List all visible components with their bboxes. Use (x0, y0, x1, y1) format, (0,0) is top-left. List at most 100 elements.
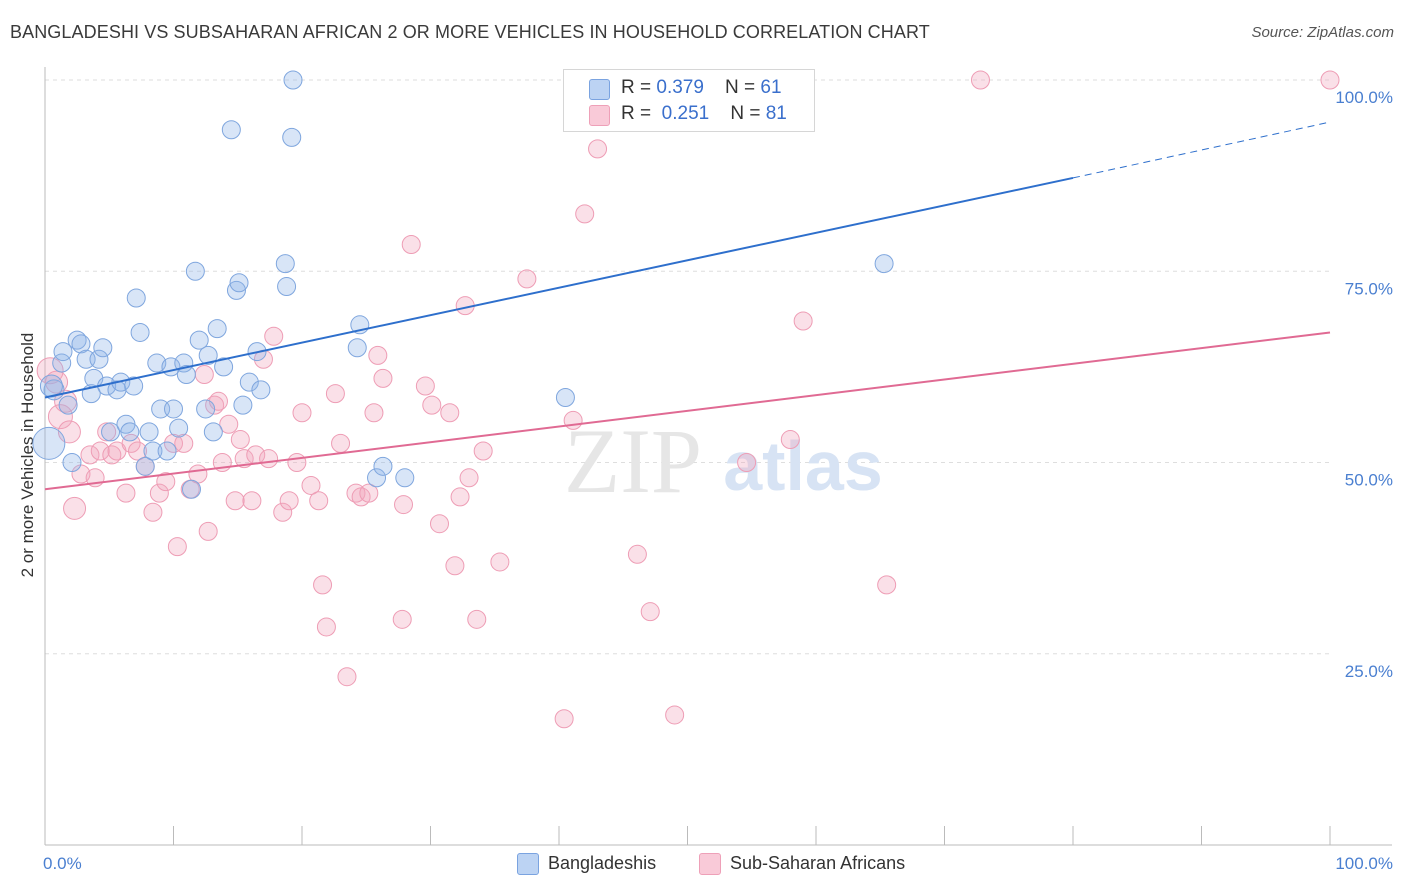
watermark-zip: ZIP (564, 410, 702, 512)
chart-title: BANGLADESHI VS SUBSAHARAN AFRICAN 2 OR M… (10, 22, 930, 42)
point-subsaharan (640, 602, 660, 622)
point-bangladeshi (239, 372, 259, 392)
point-subsaharan (588, 139, 608, 159)
point-subsaharan (415, 376, 435, 396)
y-tick-label: 50.0% (1345, 471, 1393, 490)
bottom-legend-swatch-blue (517, 853, 539, 875)
point-subsaharan (292, 403, 312, 423)
point-bangladeshi (277, 277, 297, 297)
point-bangladeshi (71, 334, 91, 354)
trend-lines (44, 121, 1331, 491)
point-subsaharan (737, 453, 757, 472)
point-bangladeshi (89, 349, 109, 369)
trend-line-subsaharan (44, 331, 1331, 491)
point-subsaharan (429, 514, 449, 534)
point-subsaharan (198, 521, 218, 541)
point-subsaharan (450, 487, 470, 507)
point-subsaharan (301, 475, 321, 495)
point-subsaharan (364, 403, 384, 423)
point-bangladeshi (198, 345, 218, 365)
point-bangladeshi (347, 338, 367, 358)
point-bangladeshi (120, 422, 140, 442)
point-bangladeshi (58, 395, 78, 415)
point-subsaharan (467, 609, 487, 629)
trend-line-bangladeshi-extension (1072, 121, 1331, 179)
point-bangladeshi (130, 322, 150, 342)
point-bangladeshi (157, 441, 177, 461)
point-subsaharan (368, 345, 388, 365)
point-subsaharan (309, 491, 329, 511)
tick-labels: 25.0% 50.0% 75.0% 100.0% 0.0% 100.0% (43, 88, 1393, 873)
point-subsaharan (554, 709, 574, 729)
bottom-legend-label: Sub-Saharan Africans (730, 853, 906, 873)
point-subsaharan (116, 483, 136, 503)
point-bangladeshi (67, 330, 87, 350)
point-subsaharan (164, 433, 183, 453)
point-subsaharan (167, 537, 187, 557)
point-subsaharan (1320, 70, 1340, 90)
point-subsaharan (47, 404, 73, 430)
point-bangladeshi (176, 365, 196, 385)
point-bangladeshi (135, 456, 155, 476)
point-subsaharan (230, 430, 250, 450)
point-bangladeshi (101, 422, 121, 442)
point-subsaharan (373, 368, 393, 388)
point-subsaharan (440, 403, 460, 423)
point-subsaharan (575, 204, 595, 224)
point-subsaharan (877, 575, 897, 595)
point-subsaharan (970, 70, 990, 90)
point-subsaharan (780, 430, 800, 450)
watermark-atlas: atlas (723, 427, 883, 505)
y-tick-label: 100.0% (1335, 88, 1393, 107)
point-subsaharan (234, 449, 254, 469)
point-subsaharan (490, 552, 510, 572)
point-subsaharan (316, 617, 336, 637)
point-bangladeshi (147, 353, 167, 373)
point-subsaharan (273, 502, 293, 522)
legend-text: R = 0.251 N = 81 (621, 103, 787, 124)
source-label: Source: ZipAtlas.com (1251, 24, 1394, 41)
point-subsaharan (80, 445, 100, 465)
point-subsaharan (279, 491, 299, 511)
point-bangladeshi (62, 453, 82, 472)
trend-line-bangladeshi (44, 176, 1074, 399)
point-subsaharan (149, 483, 169, 503)
point-bangladeshi (185, 261, 205, 281)
point-bangladeshi (229, 273, 249, 293)
point-subsaharan (264, 326, 284, 346)
bottom-legend-swatch-pink (699, 853, 721, 875)
point-subsaharan (63, 496, 87, 520)
y-tick-label: 75.0% (1345, 279, 1393, 298)
point-subsaharan (225, 491, 245, 511)
point-bangladeshi (395, 468, 415, 488)
point-subsaharan (517, 269, 537, 289)
point-bangladeshi (139, 422, 159, 442)
point-subsaharan (394, 495, 414, 515)
point-subsaharan (459, 468, 479, 488)
y-tick-label: 25.0% (1345, 662, 1393, 681)
legend-text: R = 0.379 N = 61 (621, 77, 782, 98)
point-bangladeshi (275, 254, 295, 274)
point-bangladeshi (233, 395, 253, 415)
point-bangladeshi (226, 280, 246, 300)
point-subsaharan (793, 311, 813, 331)
point-subsaharan (627, 544, 647, 564)
point-bangladeshi (169, 418, 189, 438)
point-subsaharan (174, 433, 194, 453)
series-subsaharan-points (36, 70, 1340, 729)
point-bangladeshi (555, 387, 575, 407)
point-bangladeshi (251, 380, 271, 400)
point-subsaharan (331, 433, 351, 453)
point-bangladeshi (207, 319, 227, 339)
point-subsaharan (194, 365, 214, 385)
bottom-legend-label: Bangladeshis (548, 853, 657, 873)
legend-swatch-blue (589, 79, 610, 100)
point-subsaharan (337, 667, 357, 687)
legend-box: R = 0.379 N = 61 R = 0.251 N = 81 (563, 69, 815, 132)
point-bangladeshi (93, 338, 113, 358)
point-subsaharan (219, 414, 239, 434)
point-bangladeshi (196, 399, 216, 419)
point-subsaharan (401, 234, 421, 254)
point-subsaharan (422, 395, 442, 415)
